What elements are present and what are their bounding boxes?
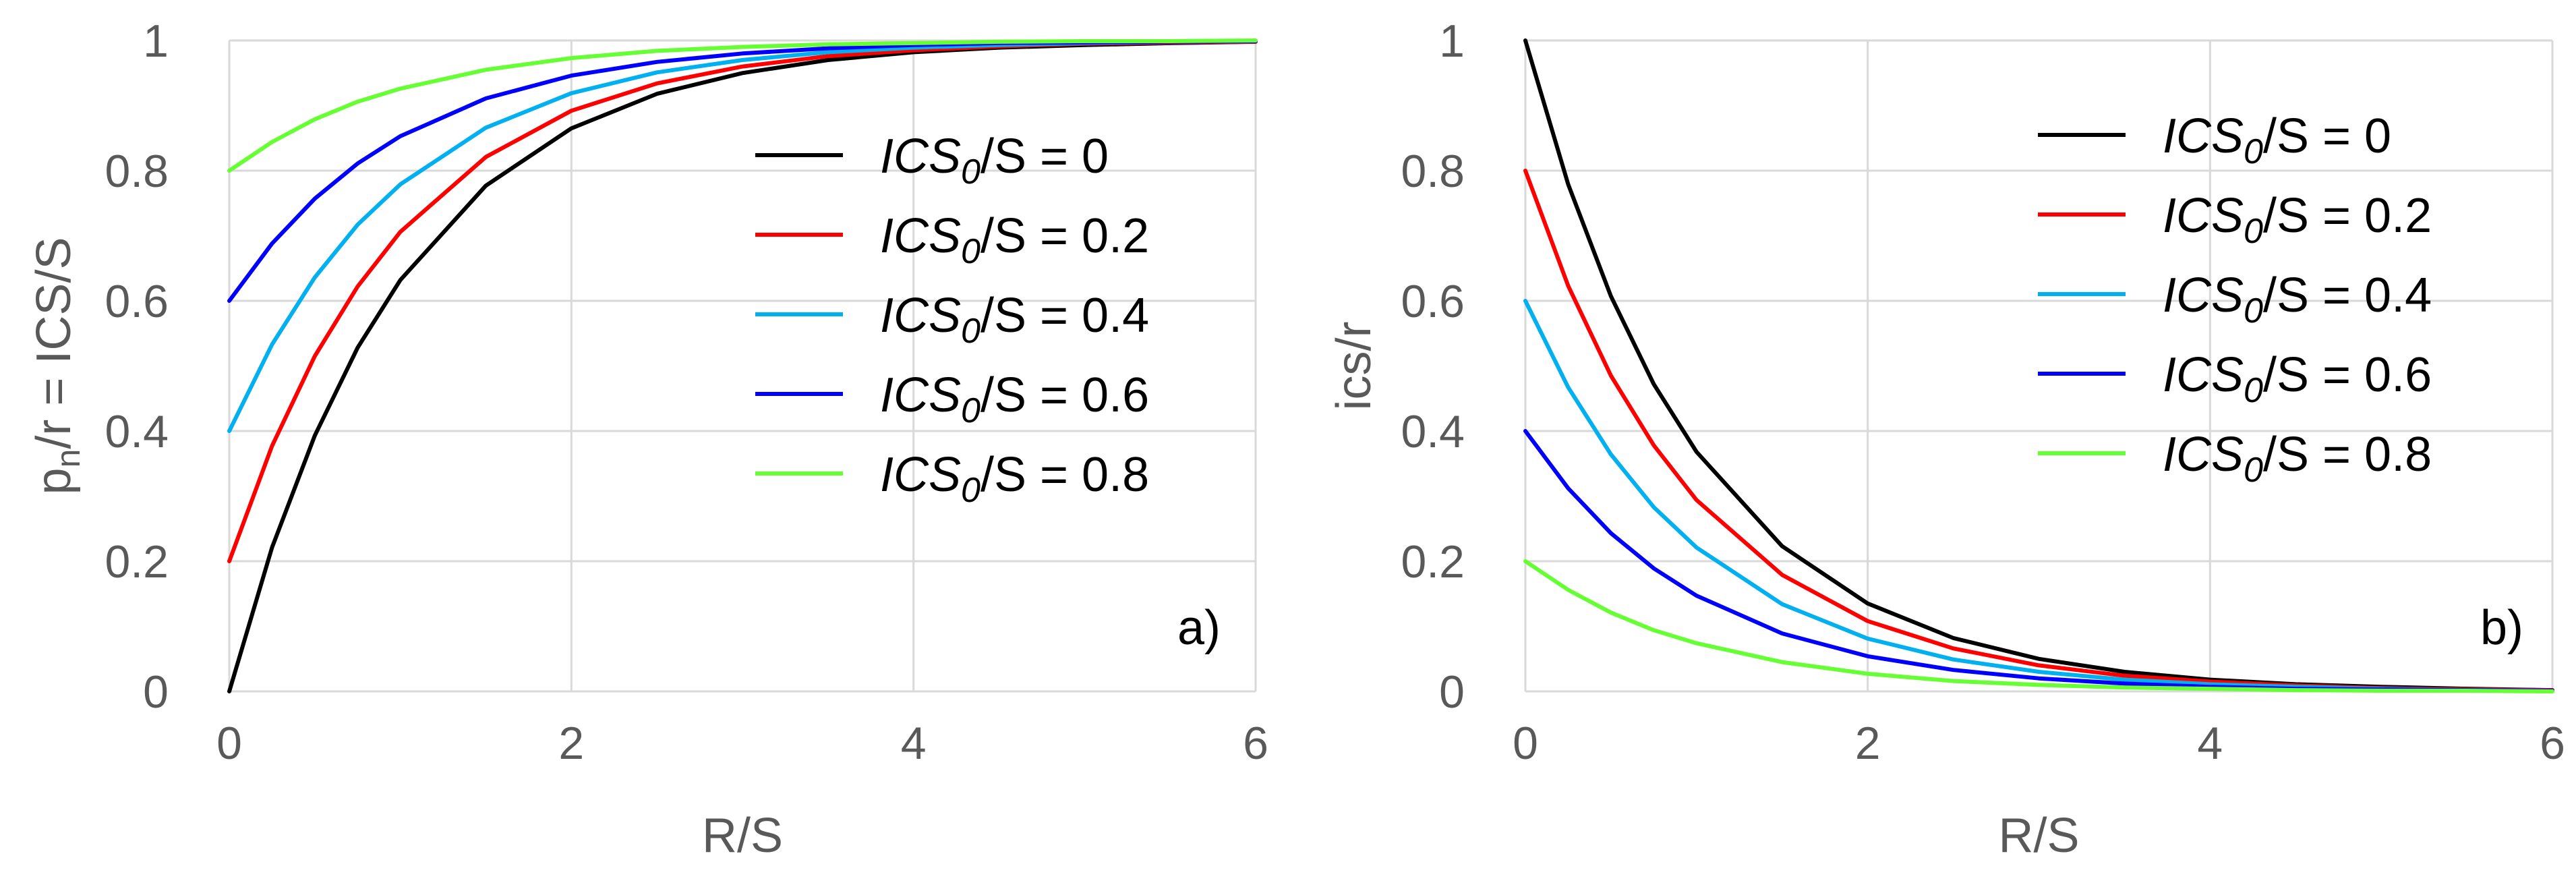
y-tick-label: 0.6	[1401, 276, 1465, 327]
x-tick-label: 0	[1513, 718, 1538, 769]
y-tick-label: 0	[1439, 666, 1465, 718]
y-axis-label: ics/r	[1327, 322, 1381, 411]
x-tick-label: 0	[216, 718, 242, 769]
y-tick-label: 1	[143, 16, 169, 67]
x-tick-label: 6	[2540, 718, 2565, 769]
y-tick-label: 1	[1439, 16, 1465, 67]
legend: ICS0/S = 0 ICS0/S = 0.2 ICS0/S = 0.4 ICS0/S…	[755, 130, 1149, 510]
x-axis-label: R/S	[1998, 809, 2079, 863]
y-tick-label: 0.4	[1401, 406, 1465, 457]
y-tick-label: 0.4	[105, 406, 169, 457]
y-tick-label: 0.6	[105, 276, 169, 327]
legend-entry: ICS0/S = 0.4	[880, 289, 1149, 351]
legend-entry: ICS0/S = 0	[880, 130, 1109, 192]
y-tick-label: 0.2	[1401, 536, 1465, 588]
legend-entry: ICS0/S = 0.8	[880, 448, 1149, 510]
legend-entry: ICS0/S = 0.6	[2163, 348, 2432, 410]
chart-panel-1: 0 0.2 0.4 0.6 0.8 1 0 2 4 6 R/S pn/r = ICS/S ICS0/S …	[27, 16, 1268, 863]
legend: ICS0/S = 0 ICS0/S = 0.2 ICS0/S = 0.4 ICS0/S…	[2038, 109, 2432, 490]
panel-label: a)	[1177, 601, 1221, 655]
legend-entry: ICS0/S = 0	[2163, 109, 2391, 171]
y-tick-label: 0.8	[1401, 146, 1465, 197]
legend-entry: ICS0/S = 0.8	[2163, 428, 2432, 490]
y-axis-label: pn/r = ICS/S	[27, 237, 87, 495]
legend-entry: ICS0/S = 0.2	[2163, 189, 2432, 251]
y-tick-label: 0	[143, 666, 169, 718]
x-tick-label: 2	[1855, 718, 1881, 769]
y-tick-label: 0.8	[105, 146, 169, 197]
series-line-5	[1523, 559, 2554, 693]
legend-entry: ICS0/S = 0.2	[880, 209, 1149, 271]
y-tick-label: 0.2	[105, 536, 169, 588]
legend-entry: ICS0/S = 0.6	[880, 368, 1149, 430]
x-tick-label: 4	[901, 718, 927, 769]
x-tick-label: 4	[2197, 718, 2223, 769]
x-tick-label: 6	[1243, 718, 1268, 769]
legend-entry: ICS0/S = 0.4	[2163, 268, 2432, 331]
x-tick-label: 2	[558, 718, 584, 769]
x-axis-label: R/S	[702, 809, 783, 863]
series-line-5	[227, 38, 1258, 173]
panel-label: b)	[2480, 601, 2523, 655]
